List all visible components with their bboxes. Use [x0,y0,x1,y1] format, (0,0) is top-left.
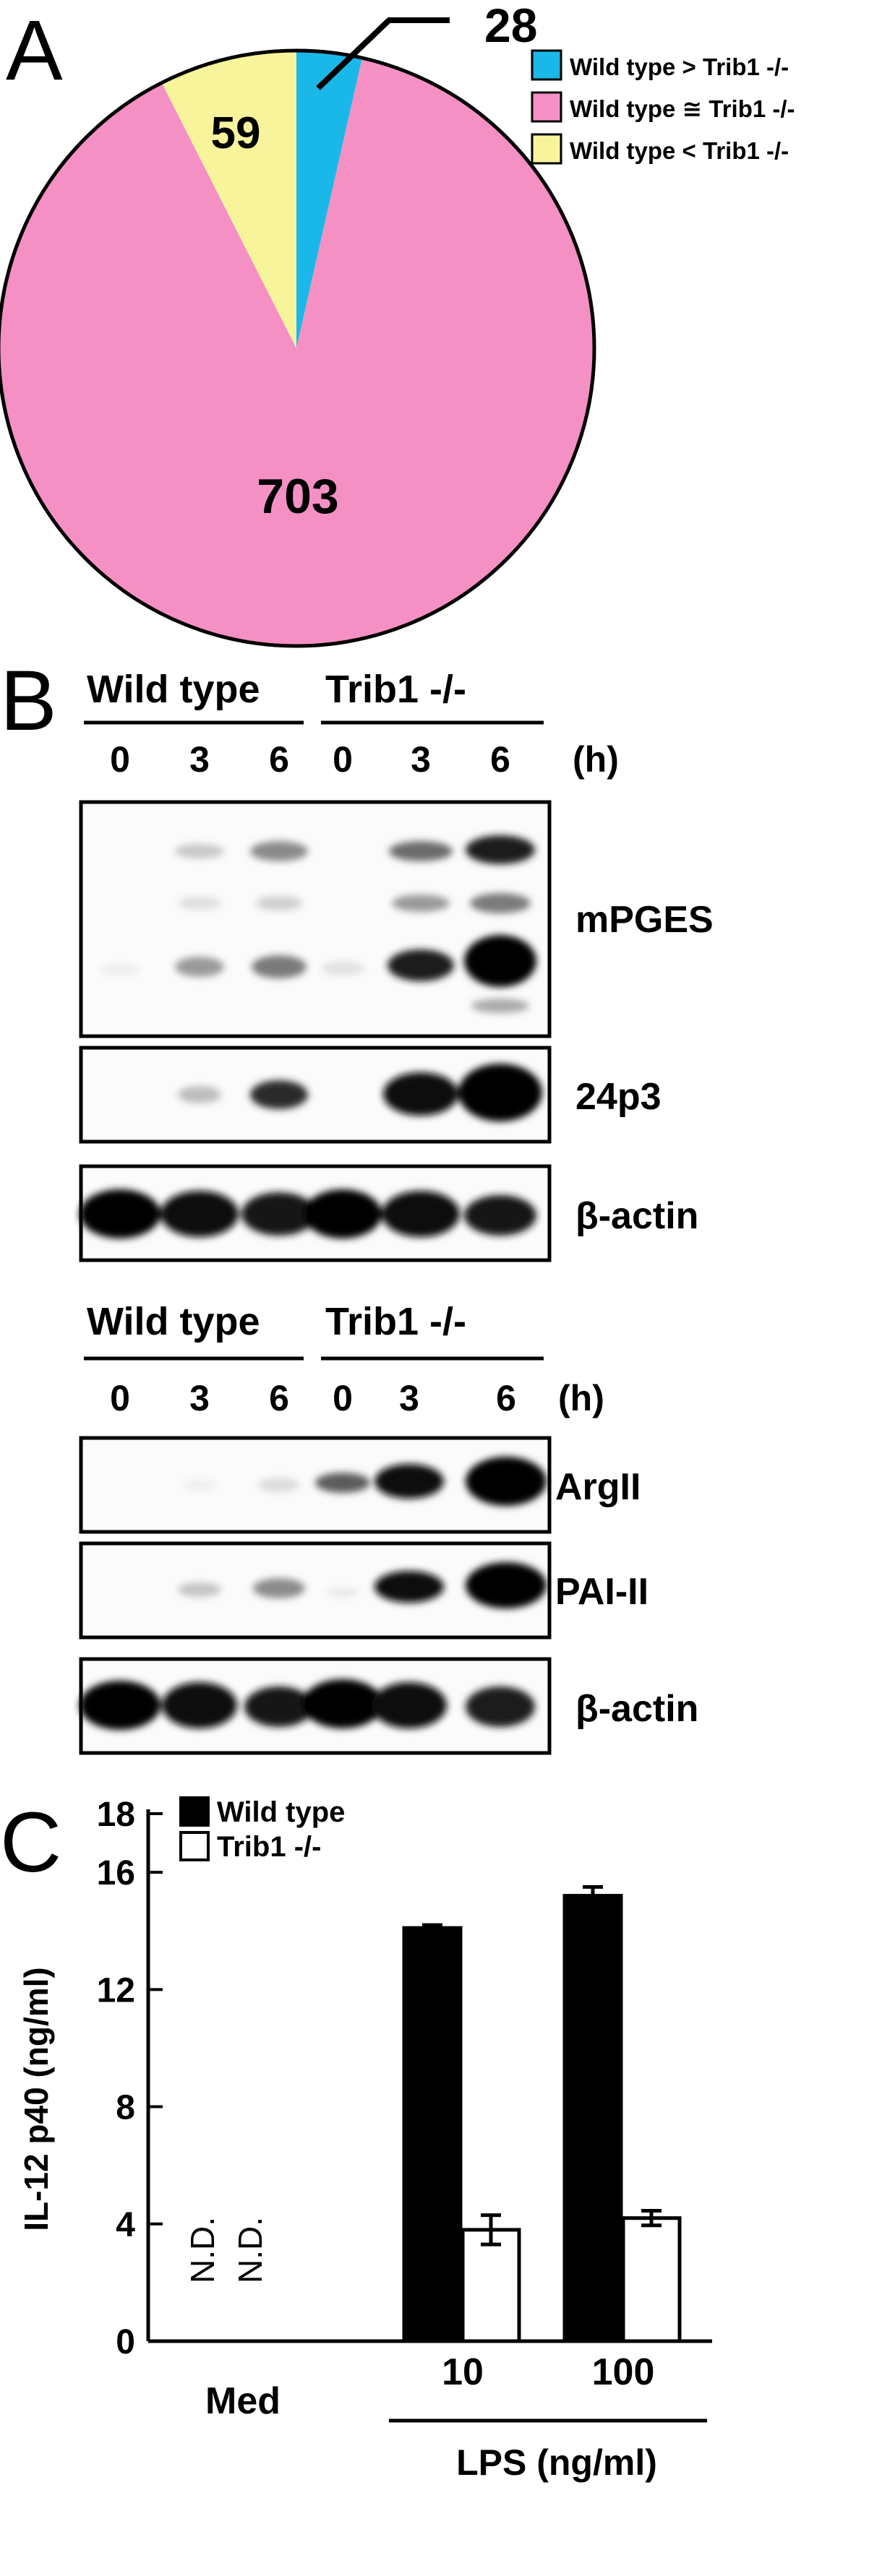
timepoint-label: 0 [110,1378,130,1418]
bar-1-1 [461,2228,521,2343]
blot-24p3 [79,1046,552,1144]
pie-slice-0 [296,51,362,348]
blot-label-24p3: 24p3 [575,1076,662,1118]
legend-label-0: Wild type [217,1796,345,1828]
bar-1-2 [621,2216,682,2343]
blot-label-beta-actin-bottom: β-actin [575,1688,698,1730]
y-tick-label: 12 [97,1971,135,2009]
pie-label-59: 59 [211,108,261,158]
blot-pai-ii [79,1541,552,1640]
legend-swatch-wt-less [531,133,562,165]
pie-slice-1 [0,58,594,646]
timepoint-label: 0 [110,739,130,780]
timepoint-label: 0 [333,739,353,780]
timepoint-label: 6 [496,1378,516,1418]
group-label-wild-type-top: Wild type [87,668,260,711]
timepoint-label: 6 [269,739,289,780]
legend-label-1: Trib1 -/- [217,1831,321,1863]
legend-swatch-wt-greater [531,49,562,81]
timepoint-label: 0 [333,1378,353,1418]
pie-chart [0,48,596,648]
nd-annotation: N.D. [231,2217,269,2283]
x-category-label: 100 [592,2351,655,2393]
group-label-trib1-top: Trib1 -/- [325,668,466,711]
timepoint-label: 3 [189,1378,210,1418]
blot-mpges [79,800,552,1038]
blot-beta-actin-bottom [79,1657,552,1755]
panel-a-letter: A [6,3,63,98]
timepoint-label: 3 [189,739,210,780]
legend-label-wt-less: Wild type < Trib1 -/- [570,137,789,164]
y-axis-label: IL-12 p40 (ng/ml) [17,1967,55,2231]
time-unit-label: (h) [573,739,619,780]
group-label-wild-type-bottom: Wild type [87,1300,260,1343]
x-category-label: 10 [442,2351,484,2393]
time-unit-label: (h) [558,1378,604,1418]
blot-label-argii: ArgII [555,1466,641,1508]
blot-argii [79,1436,552,1534]
legend-label-wt-greater: Wild type > Trib1 -/- [570,53,789,80]
y-tick-label: 4 [116,2206,135,2244]
bar-chart: 0 4 8 12 16 18 IL-12 p40 (ng/ml) Wild typeTrib1… [17,1796,712,2483]
x-group-label: LPS (ng/ml) [456,2442,657,2483]
pie-legend: Wild type > Trib1 -/- Wild type ≅ Trib1 … [531,49,795,165]
legend-swatch-0 [179,1796,210,1827]
legend-label-wt-equal: Wild type ≅ Trib1 -/- [570,95,795,122]
group-label-trib1-bottom: Trib1 -/- [325,1300,466,1343]
timepoint-label: 6 [269,1378,289,1418]
x-category-label: Med [205,2380,281,2422]
y-tick-label: 16 [97,1854,135,1892]
panel-b-letter: B [0,653,57,749]
blot-label-mpges: mPGES [575,899,714,941]
pie-outline [0,48,596,648]
y-tick-label: 18 [97,1796,135,1834]
legend-swatch-wt-equal [531,91,562,123]
blot-beta-actin-top [79,1164,552,1262]
timepoint-label: 3 [399,1378,419,1418]
panel-c-letter: C [0,1795,61,1890]
pie-label-28: 28 [484,0,537,52]
timepoint-label: 3 [411,739,431,780]
bar-0-1 [402,1926,463,2343]
nd-annotation: N.D. [184,2217,221,2283]
y-tick-label: 8 [116,2089,135,2127]
timepoint-label: 6 [490,739,510,780]
blot-label-pai-ii: PAI-II [555,1571,648,1613]
pie-label-703: 703 [257,469,338,524]
pie-slice-2 [161,51,296,348]
bar-0-2 [562,1894,623,2343]
blot-label-beta-actin-top: β-actin [575,1195,698,1237]
y-tick-label: 0 [116,2323,135,2361]
legend-swatch-1 [179,1831,210,1861]
pie-callout-line [316,18,391,90]
